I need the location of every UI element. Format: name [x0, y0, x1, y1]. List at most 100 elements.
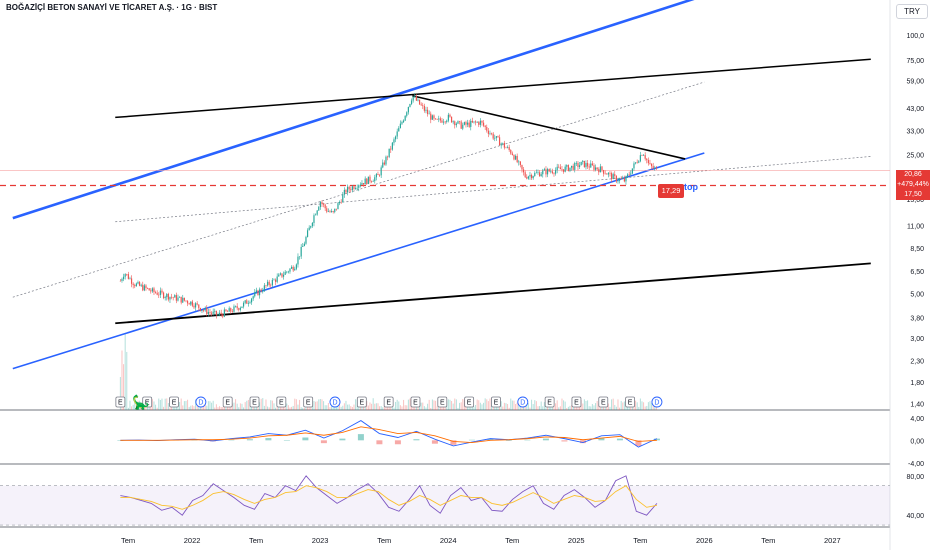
candle-body — [150, 290, 152, 292]
candle-body — [617, 180, 619, 182]
volume-bar — [343, 403, 345, 410]
volume-bar — [348, 404, 350, 410]
candle-body — [230, 308, 232, 312]
candle-body — [570, 165, 573, 168]
volume-bar — [359, 406, 361, 410]
rsi-tick-label: 80,00 — [906, 474, 924, 481]
earnings-marker[interactable]: E — [625, 396, 636, 408]
candle-body — [222, 314, 224, 317]
earnings-marker-icon — [598, 396, 609, 408]
candle-body — [583, 160, 585, 168]
candle-body — [567, 165, 569, 171]
time-tick-label: 2022 — [184, 536, 201, 545]
candle-body — [246, 300, 248, 304]
earnings-marker[interactable]: E — [276, 396, 287, 408]
candle-body — [401, 122, 403, 124]
candle-body — [406, 112, 408, 116]
candle-body — [439, 118, 441, 121]
volume-bar — [596, 401, 598, 410]
earnings-marker[interactable]: E — [169, 396, 179, 408]
dividend-marker[interactable]: D — [517, 396, 529, 408]
volume-bar — [396, 399, 398, 410]
dividend-marker[interactable]: D — [195, 396, 207, 408]
earnings-marker[interactable]: E — [222, 396, 233, 408]
earnings-marker[interactable]: E — [571, 396, 582, 408]
stop-alert-badge[interactable]: 17,29 — [658, 184, 684, 198]
earnings-marker[interactable]: E — [249, 396, 260, 408]
candle-body — [234, 306, 237, 307]
volume-bar — [495, 406, 497, 410]
macd-histogram-bar — [450, 440, 457, 445]
candle-body — [207, 312, 209, 315]
candle-body — [266, 281, 269, 286]
candle-body — [164, 297, 166, 299]
dividend-marker[interactable]: D — [329, 396, 341, 408]
volume-bar — [351, 406, 353, 410]
candle-body — [354, 188, 357, 189]
event-marker-label: E — [279, 400, 284, 407]
volume-bar — [620, 400, 622, 410]
volume-bar — [183, 401, 185, 410]
candle-body — [506, 147, 509, 148]
candle-body — [505, 147, 507, 149]
earnings-marker[interactable]: E — [437, 396, 448, 408]
upper-trend-line — [115, 58, 871, 119]
volume-bar — [180, 398, 182, 410]
volume-bar — [511, 400, 513, 410]
time-tick-label: Tem — [761, 536, 775, 545]
volume-bar — [611, 399, 613, 410]
earnings-marker[interactable]: E — [356, 396, 367, 408]
candle-body — [420, 104, 422, 106]
volume-bar — [377, 403, 379, 410]
volume-bar — [164, 398, 166, 410]
volume-bar — [500, 401, 502, 410]
earnings-marker[interactable]: E — [410, 396, 421, 408]
candle-body — [497, 136, 499, 138]
candle-body — [350, 189, 352, 191]
candle-body — [602, 170, 605, 174]
earnings-marker-icon — [356, 396, 367, 408]
volume-bar — [324, 405, 326, 410]
candle-body — [338, 201, 341, 204]
trend-overlays[interactable] — [0, 0, 890, 370]
earnings-marker[interactable]: E — [303, 396, 314, 408]
volume-bar — [366, 401, 368, 410]
volume-bar — [302, 407, 304, 410]
candle-body — [431, 115, 433, 120]
earnings-marker[interactable]: E — [142, 396, 153, 408]
volume-bar — [353, 404, 355, 410]
candle-body — [377, 174, 379, 176]
event-marker-label: E — [413, 400, 418, 407]
volume-bar — [383, 406, 385, 410]
candle-body — [606, 173, 608, 175]
earnings-marker[interactable]: E — [383, 396, 394, 408]
volume-bar — [313, 401, 315, 410]
volume-bar — [367, 405, 369, 410]
price-candles — [119, 93, 657, 319]
candle-body — [532, 176, 534, 179]
dividend-marker[interactable]: D — [651, 396, 663, 408]
earnings-marker[interactable]: E — [544, 396, 555, 408]
volume-bar — [382, 407, 384, 410]
candle-body — [313, 215, 315, 223]
earnings-marker[interactable]: E — [598, 396, 609, 408]
candle-body — [478, 122, 480, 125]
macd-histogram-bar — [542, 438, 549, 441]
earnings-marker[interactable]: E — [491, 396, 501, 408]
event-marker-label: D — [332, 400, 337, 407]
candle-body — [390, 148, 392, 150]
volume-bar — [489, 398, 491, 410]
candle-body — [239, 307, 241, 310]
candle-body — [242, 302, 245, 307]
macd-histogram-bar — [524, 439, 531, 441]
currency-button[interactable]: TRY — [896, 4, 928, 19]
candle-body — [404, 115, 406, 121]
earnings-marker[interactable]: E — [115, 396, 126, 408]
volume-bar — [484, 398, 486, 410]
earnings-marker[interactable]: E — [464, 396, 475, 408]
candle-body — [178, 296, 181, 298]
volume-bar — [454, 398, 456, 410]
dividend-marker-icon — [195, 396, 207, 408]
